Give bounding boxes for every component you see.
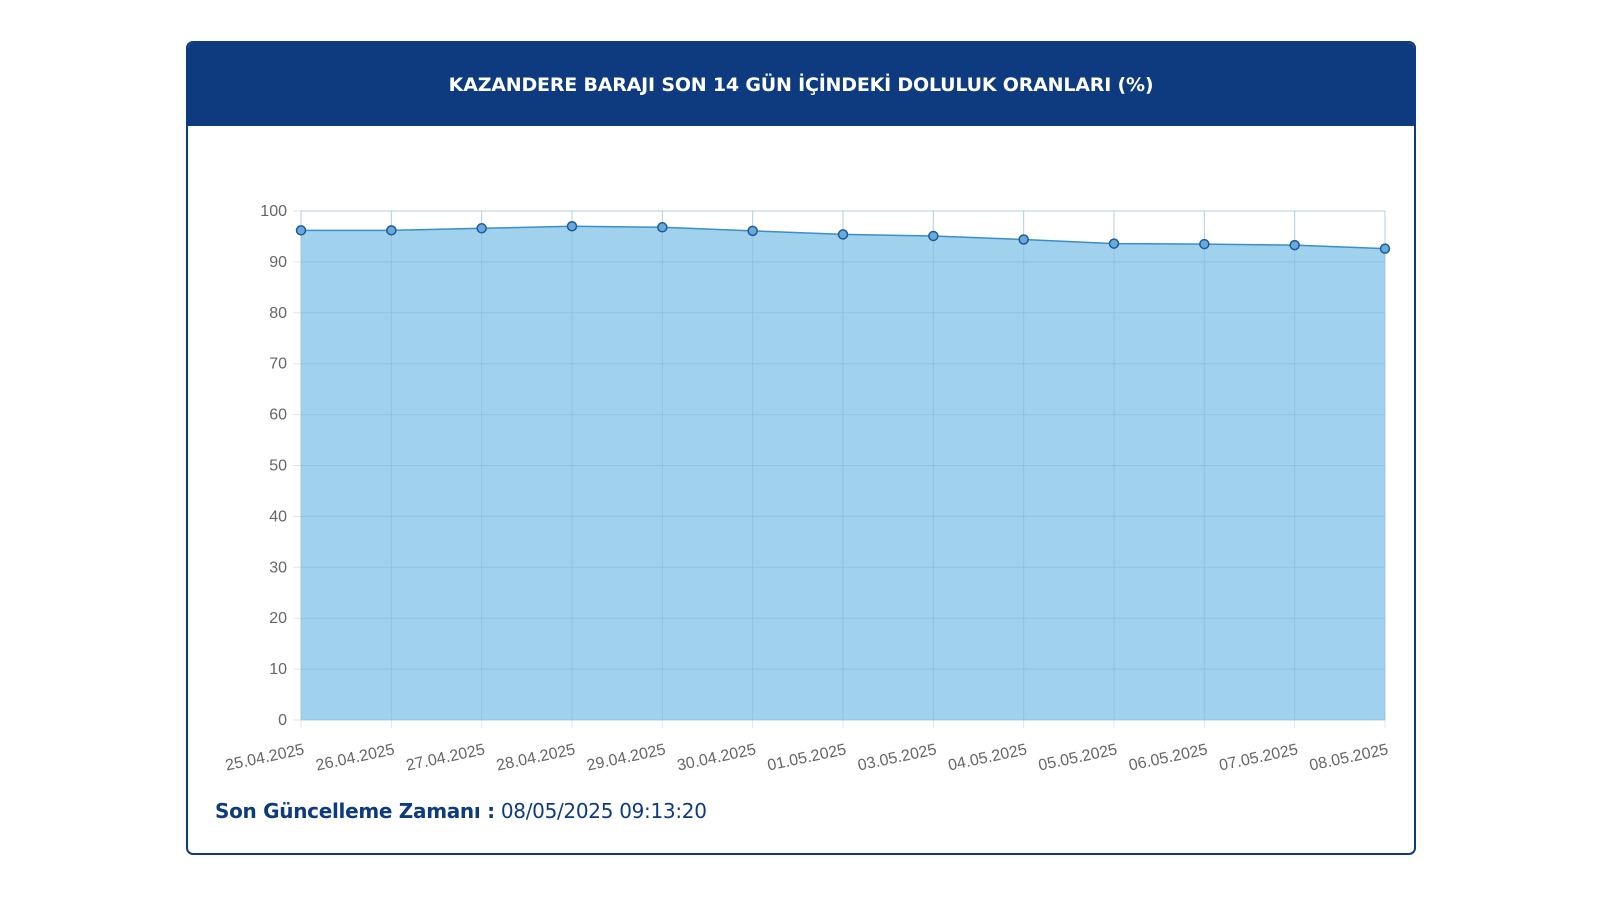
chart-header: KAZANDERE BARAJI SON 14 GÜN İÇİNDEKİ DOL… [188, 43, 1414, 126]
y-tick-label: 80 [269, 305, 287, 322]
y-tick-label: 60 [269, 407, 287, 424]
data-point [837, 229, 849, 240]
area-fill [301, 226, 1385, 720]
last-update-value: 08/05/2025 09:13:20 [500, 799, 707, 823]
x-tick-label: 01.05.2025 [766, 741, 848, 774]
y-tick-label: 100 [260, 203, 287, 220]
y-tick-label: 20 [269, 610, 287, 627]
y-tick-label: 10 [269, 661, 287, 678]
data-point [1018, 234, 1029, 245]
x-tick-label: 03.05.2025 [856, 741, 938, 774]
x-tick-label: 08.05.2025 [1308, 741, 1390, 774]
x-tick-label: 28.04.2025 [495, 741, 577, 774]
chart-title: KAZANDERE BARAJI SON 14 GÜN İÇİNDEKİ DOL… [448, 73, 1154, 96]
chart: 0 10 20 30 40 50 60 70 80 90 100 25.04.2025 26.04.20… [224, 203, 1391, 775]
data-point [295, 225, 307, 236]
last-update: Son Güncelleme Zamanı : 08/05/2025 09:13… [215, 799, 707, 823]
last-update-label: Son Güncelleme Zamanı : [215, 799, 495, 823]
x-tick-label: 25.04.2025 [224, 741, 306, 774]
y-tick-label: 30 [269, 559, 287, 576]
data-point [1289, 239, 1300, 251]
data-point [566, 221, 578, 232]
x-tick-label: 06.05.2025 [1127, 741, 1209, 774]
x-tick-label: 07.05.2025 [1218, 741, 1300, 774]
y-tick-label: 0 [278, 712, 287, 729]
data-point [928, 230, 939, 242]
y-tick-label: 70 [269, 356, 287, 373]
x-tick-label: 30.04.2025 [676, 741, 758, 774]
data-point [747, 225, 758, 237]
y-tick-label: 50 [269, 458, 287, 475]
y-tick-label: 90 [269, 254, 287, 271]
chart-card: KAZANDERE BARAJI SON 14 GÜN İÇİNDEKİ DOL… [186, 41, 1416, 855]
data-point [657, 222, 668, 233]
y-tick-label: 40 [269, 508, 287, 525]
data-point [1199, 238, 1210, 250]
x-tick-label: 29.04.2025 [585, 741, 667, 774]
x-tick-label: 05.05.2025 [1037, 741, 1119, 774]
x-tick-label: 26.04.2025 [314, 741, 396, 774]
data-point [386, 225, 397, 236]
data-point [1108, 238, 1120, 249]
data-point [1379, 243, 1391, 254]
data-point [476, 223, 487, 234]
x-tick-label: 27.04.2025 [405, 741, 487, 774]
x-tick-label: 04.05.2025 [947, 741, 1029, 774]
